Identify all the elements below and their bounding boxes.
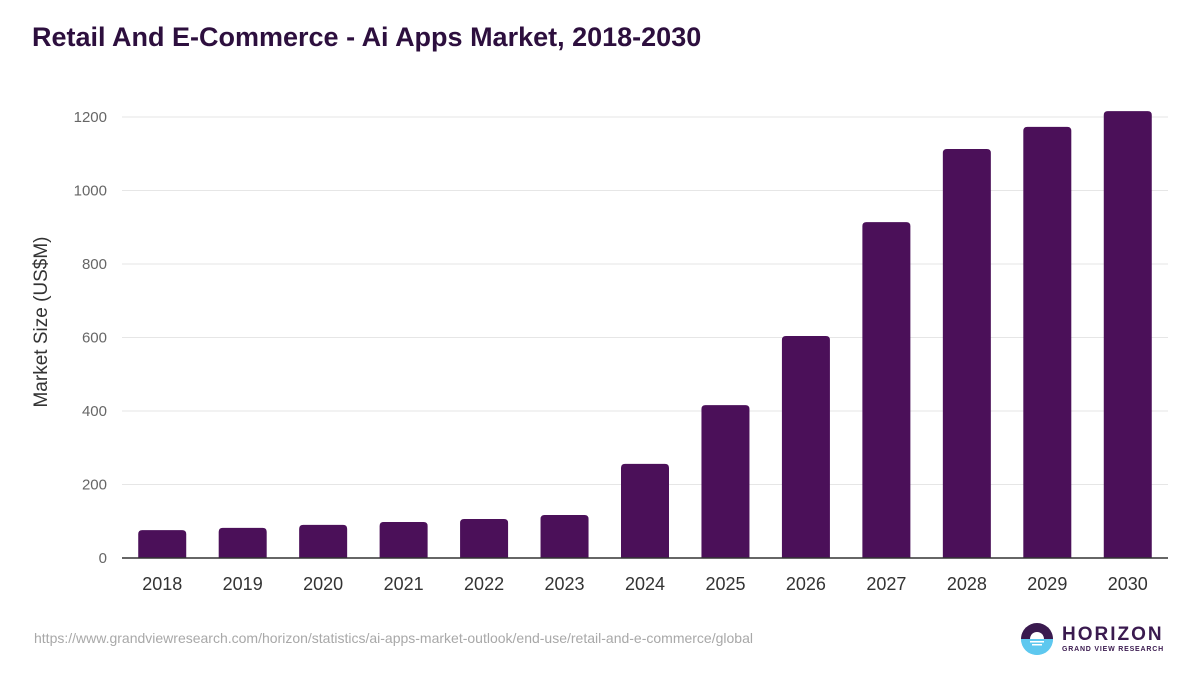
bar-2022 <box>460 519 509 558</box>
chart-title: Retail And E-Commerce - Ai Apps Market, … <box>32 22 702 52</box>
x-tick-label: 2019 <box>223 574 263 594</box>
bar-2018 <box>138 530 187 558</box>
bar-2025 <box>701 405 750 558</box>
x-tick-label: 2020 <box>303 574 343 594</box>
x-tick-label: 2024 <box>625 574 665 594</box>
x-tick-label: 2023 <box>545 574 585 594</box>
y-tick-label: 600 <box>82 330 107 347</box>
logo-wordmark: HORIZON <box>1062 624 1164 645</box>
x-tick-label: 2021 <box>384 574 424 594</box>
bar-2027 <box>862 222 911 559</box>
horizon-logo: HORIZON GRAND VIEW RESEARCH <box>1020 622 1164 656</box>
bar-2024 <box>621 463 669 558</box>
y-tick-label: 0 <box>99 550 107 567</box>
x-tick-label: 2028 <box>947 574 987 594</box>
horizon-logo-icon <box>1021 623 1053 655</box>
x-tick-label: 2029 <box>1027 574 1067 594</box>
bar-2019 <box>218 527 267 558</box>
x-tick-label: 2027 <box>866 574 906 594</box>
y-tick-label: 1200 <box>74 109 107 126</box>
bar-2030 <box>1103 111 1152 559</box>
logo-subtitle: GRAND VIEW RESEARCH <box>1062 646 1164 653</box>
bar-2028 <box>942 148 991 558</box>
x-tick-label: 2030 <box>1108 574 1148 594</box>
y-tick-label: 1000 <box>74 183 107 200</box>
x-tick-label: 2025 <box>705 574 745 594</box>
bar-2020 <box>299 524 348 558</box>
x-tick-label: 2022 <box>464 574 504 594</box>
x-tick-label: 2018 <box>142 574 182 594</box>
bar-2023 <box>540 515 589 558</box>
y-tick-label: 400 <box>82 403 107 420</box>
bar-2029 <box>1023 126 1072 559</box>
x-tick-label: 2026 <box>786 574 826 594</box>
y-tick-label: 800 <box>82 256 107 273</box>
bar-2021 <box>379 521 428 558</box>
y-tick-label: 200 <box>82 477 107 494</box>
bar-2026 <box>781 336 830 558</box>
y-axis-label: Market Size (US$M) <box>31 236 52 407</box>
source-url[interactable]: https://www.grandviewresearch.com/horizo… <box>34 630 753 646</box>
